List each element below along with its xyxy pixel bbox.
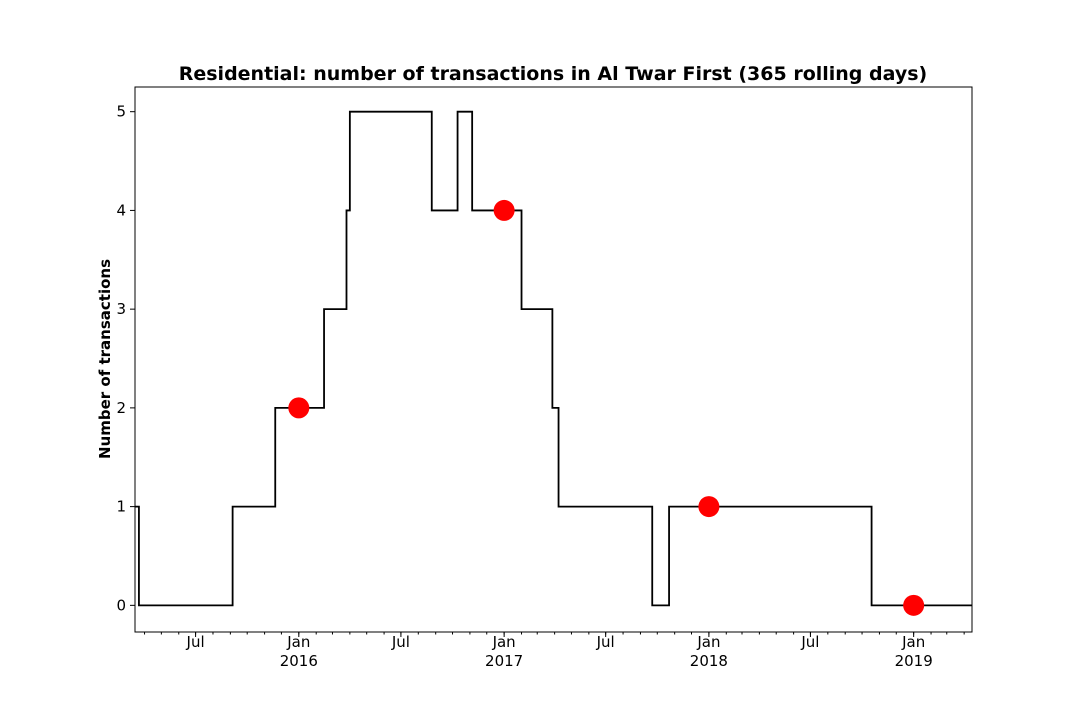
- x-tick-year-label: 2016: [280, 652, 318, 670]
- y-axis: 0 1 2 3 4 5: [116, 103, 135, 614]
- data-point-marker: [493, 199, 515, 221]
- y-tick-label: 2: [116, 399, 126, 417]
- x-tick-year-label: 2018: [690, 652, 728, 670]
- plot-area: [135, 110, 972, 616]
- y-tick-label: 3: [116, 300, 126, 318]
- x-tick-label: Jan: [286, 633, 310, 651]
- x-tick-year-label: 2017: [485, 652, 523, 670]
- x-tick-label: Jul: [186, 633, 205, 651]
- data-point-marker: [698, 496, 720, 518]
- x-tick-label: Jul: [596, 633, 615, 651]
- y-tick-label: 1: [116, 498, 126, 516]
- data-point-marker: [903, 594, 925, 616]
- x-tick-label: Jul: [800, 633, 819, 651]
- y-tick-label: 0: [116, 596, 126, 614]
- y-tick-label: 5: [116, 103, 126, 121]
- data-point-marker: [288, 397, 310, 419]
- x-tick-label: Jan: [696, 633, 720, 651]
- series-step-line: [135, 110, 972, 607]
- x-tick-label: Jan: [901, 633, 925, 651]
- axes-frame: [134, 86, 973, 633]
- x-tick-year-label: 2019: [895, 652, 933, 670]
- chart-title: Residential: number of transactions in A…: [179, 63, 928, 85]
- x-tick-label: Jul: [391, 633, 410, 651]
- y-tick-label: 4: [116, 201, 126, 219]
- x-tick-label: Jan: [492, 633, 516, 651]
- y-axis-label: Number of transactions: [96, 259, 114, 459]
